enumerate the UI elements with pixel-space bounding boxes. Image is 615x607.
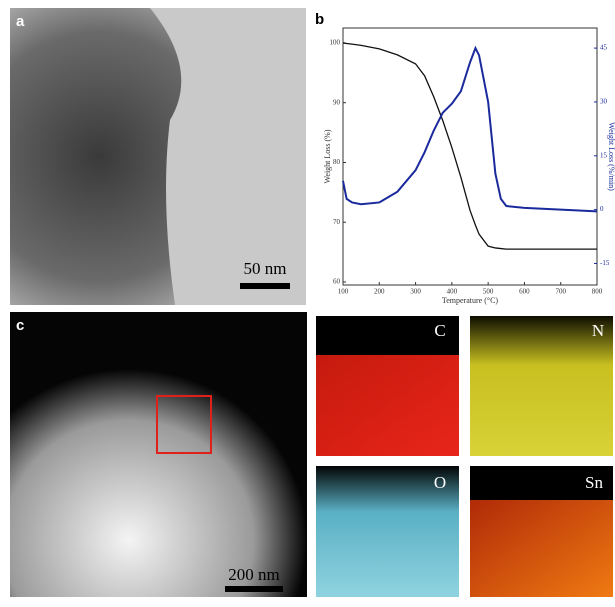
- data-line: [343, 48, 597, 211]
- scale-bar: [240, 283, 290, 289]
- x-tick-label: 200: [374, 288, 385, 296]
- y-tick-label: 90: [333, 98, 341, 106]
- panel-label: c: [16, 317, 24, 334]
- y2-tick-label: 30: [600, 98, 608, 106]
- map-c: [316, 355, 459, 456]
- element-label: N: [592, 321, 604, 340]
- panel-label: a: [16, 13, 25, 30]
- x-axis-label: Temperature (°C): [442, 296, 499, 305]
- figure: a 50 nm b c 200 nm C N O Sn 100200300400…: [0, 0, 615, 607]
- x-tick-label: 600: [519, 288, 530, 296]
- element-label: C: [434, 321, 445, 340]
- map-sn: [470, 500, 613, 597]
- y-tick-label: 70: [333, 218, 341, 226]
- haadf-image: [10, 312, 307, 597]
- element-label: O: [434, 473, 446, 492]
- x-tick-label: 100: [338, 288, 349, 296]
- y-tick-label: 80: [333, 158, 341, 166]
- scale-bar-label: 200 nm: [228, 565, 279, 584]
- scale-bar: [225, 586, 283, 592]
- tga-chart: 100 200 300 400 500 600 700 800 60 70 80 90 100 -15 0 1…: [323, 28, 615, 305]
- y-axis-label: Weight Loss (%): [323, 129, 332, 183]
- y2-axis-label: Weight Loss (%/min): [607, 122, 615, 191]
- plot-frame: [343, 28, 597, 285]
- y2-tick-label: 45: [600, 44, 608, 52]
- x-tick-label: 400: [447, 288, 458, 296]
- data-line: [343, 43, 597, 249]
- x-tick-label: 500: [483, 288, 494, 296]
- y2-tick-label: -15: [600, 259, 610, 267]
- scale-bar-label: 50 nm: [244, 259, 287, 278]
- x-tick-label: 300: [410, 288, 421, 296]
- x-tick-label: 800: [592, 288, 603, 296]
- y-tick-label: 100: [330, 39, 341, 47]
- y2-tick-label: 0: [600, 205, 604, 213]
- y-tick-label: 60: [333, 278, 341, 286]
- panel-label: b: [315, 11, 324, 28]
- y2-tick-label: 15: [600, 151, 608, 159]
- page: a 50 nm b c 200 nm C N O Sn 100200300400…: [0, 0, 615, 607]
- x-tick-label: 700: [555, 288, 566, 296]
- element-label: Sn: [585, 473, 603, 492]
